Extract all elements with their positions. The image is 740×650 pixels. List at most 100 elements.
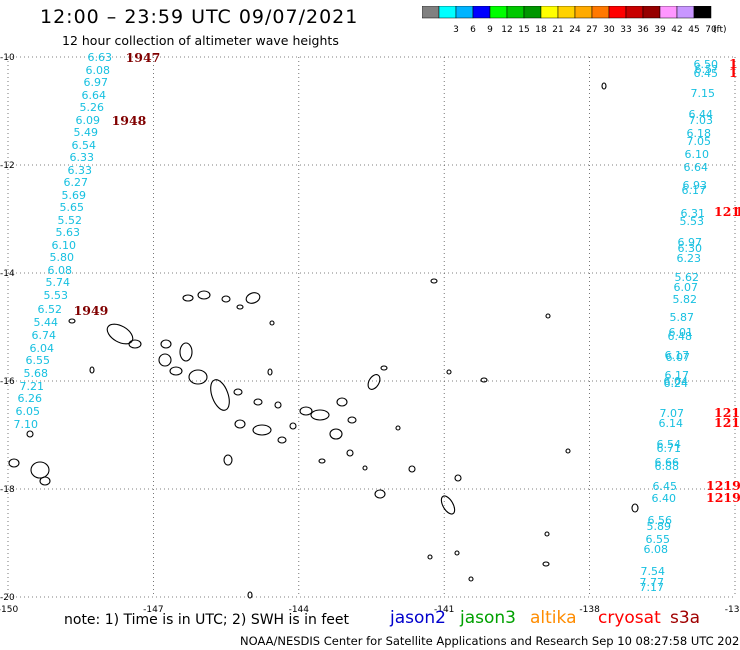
swh-value-label: 7.07	[660, 407, 685, 420]
track-time-label: 1948	[112, 113, 147, 128]
swh-value-label: 6.50	[694, 58, 719, 71]
page-title: 12:00 – 23:59 UTC 09/07/2021	[40, 6, 359, 28]
island-outlines	[8, 82, 639, 599]
swh-value-label: 6.33	[68, 164, 93, 177]
track-time-label: 1219	[735, 204, 740, 219]
wave-height-colorbar: 3 6 9 12 15 18 21 24 27 30 33 36 39 42 45 70(ft)	[422, 6, 727, 35]
swh-value-label: 6.17	[665, 349, 690, 362]
swh-value-label: 6.27	[64, 176, 89, 189]
island	[188, 369, 208, 385]
swh-value-label: 6.97	[84, 76, 109, 89]
swh-value-label: 6.54	[657, 438, 682, 451]
island	[245, 292, 261, 304]
island	[89, 366, 95, 374]
swh-value-label: 6.40	[652, 492, 677, 505]
island	[440, 495, 456, 515]
swh-value-label: 6.07	[674, 281, 699, 294]
colorbar-tick-label: 39	[654, 25, 666, 35]
swh-value-label: 5.87	[670, 311, 695, 324]
swh-value-label: 6.48	[668, 330, 693, 343]
lat-label: -10	[0, 53, 15, 63]
island	[158, 353, 172, 367]
swh-value-label: 6.08	[86, 64, 111, 77]
swh-value-label: 6.93	[683, 179, 708, 192]
swh-value-label: 7.54	[641, 565, 666, 578]
colorbar-tick-label: 12	[501, 25, 512, 35]
swh-value-label: 5.44	[34, 316, 59, 329]
lat-label: -20	[0, 593, 15, 603]
island	[223, 454, 233, 466]
lat-label: -12	[0, 161, 15, 171]
map-labels: 6.636.086.976.645.266.095.496.546.336.33…	[14, 50, 740, 594]
swh-value-label: 6.26	[18, 392, 43, 405]
swh-value-label: 5.62	[675, 271, 700, 284]
legend-jason3: jason3	[460, 608, 516, 628]
swh-value-label: 5.52	[58, 214, 83, 227]
island	[253, 398, 263, 406]
island	[210, 379, 230, 411]
island	[197, 290, 211, 300]
swh-value-label: 6.5?	[695, 63, 718, 76]
swh-value-label: 6.08	[48, 264, 73, 277]
track-time-label: 1219	[714, 405, 740, 420]
island	[277, 436, 287, 444]
swh-value-label: 5.53	[680, 215, 705, 228]
island	[106, 323, 134, 345]
swh-value-label: 6.74	[32, 329, 57, 342]
island	[544, 531, 550, 537]
swh-value-label: 6.45	[653, 480, 678, 493]
swh-value-label: 6.17	[665, 369, 690, 382]
island	[179, 342, 193, 362]
colorbar-tick-label: 30	[603, 25, 615, 35]
island	[468, 576, 474, 582]
map-grid: -10 -12 -14 -16 -18 -20 -150 -147 -144 -141 -138 -1…	[0, 53, 740, 615]
swh-value-label: 5.63	[56, 226, 81, 239]
island	[310, 409, 330, 421]
island	[454, 550, 460, 556]
colorbar-tick-label: 36	[637, 25, 649, 35]
swh-value-label: 6.52	[38, 303, 63, 316]
colorbar-tick-label: 70	[705, 25, 717, 35]
swh-value-label: 6.71	[657, 442, 682, 455]
swh-value-label: 6.88	[655, 460, 680, 473]
swh-value-label: 6.66	[655, 456, 680, 469]
swh-value-label: 6.31	[681, 207, 706, 220]
island	[380, 365, 388, 371]
swh-value-label: 5.68	[24, 367, 49, 380]
island	[408, 465, 416, 473]
swh-value-label: 6.45	[694, 67, 719, 80]
island	[299, 406, 313, 416]
island	[252, 424, 272, 436]
lat-label: -18	[0, 485, 15, 495]
swh-value-label: 7.21	[20, 380, 45, 393]
island	[269, 320, 275, 326]
colorbar-tick-label: 27	[586, 25, 597, 35]
island	[26, 430, 34, 438]
island	[274, 401, 282, 409]
footer-credit: NOAA/NESDIS Center for Satellite Applica…	[240, 634, 740, 648]
island	[631, 503, 639, 513]
island	[247, 591, 253, 599]
swh-value-label: 7.15	[691, 87, 716, 100]
island	[318, 458, 326, 464]
swh-value-label: 6.33	[70, 151, 95, 164]
swh-value-label: 6.64	[684, 161, 709, 174]
track-time-label: 1219	[706, 478, 740, 493]
swh-value-label: 7.77	[640, 576, 665, 589]
island	[221, 295, 231, 303]
page-subtitle: 12 hour collection of altimeter wave hei…	[62, 33, 339, 48]
lon-label: -144	[289, 605, 310, 615]
swh-value-label: 5.80	[50, 251, 75, 264]
island	[336, 397, 348, 407]
island	[362, 465, 368, 471]
colorbar-tick-label: 3	[453, 25, 459, 35]
island	[169, 366, 183, 376]
island	[160, 339, 172, 349]
track-time-label: 1219	[706, 490, 740, 505]
swh-value-label: 6.55	[26, 354, 51, 367]
colorbar-tick-label: 42	[671, 25, 682, 35]
swh-value-label: 6.23	[677, 252, 702, 265]
lat-label: -14	[0, 269, 15, 279]
swh-value-label: 7.03	[689, 114, 714, 127]
legend-cryosat: cryosat	[598, 608, 661, 628]
